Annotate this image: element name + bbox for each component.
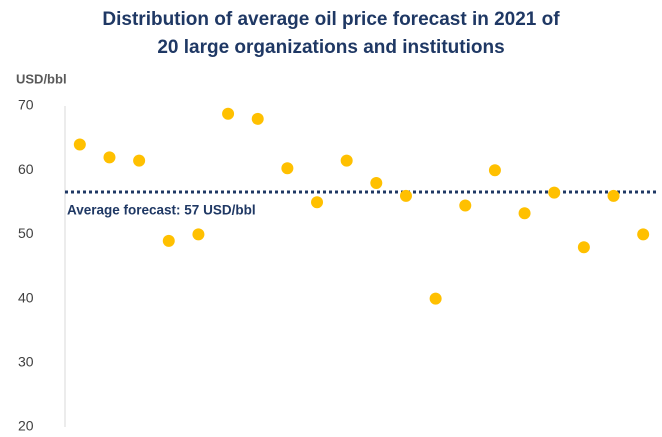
dot: [488, 164, 501, 177]
dot: [577, 241, 590, 254]
dot: [311, 196, 324, 209]
dot: [103, 151, 116, 164]
dot: [133, 154, 146, 167]
dot: [162, 234, 175, 247]
dot: [251, 112, 264, 125]
y-tick-label: 50: [18, 225, 34, 241]
dot: [548, 186, 561, 199]
dot: [607, 189, 620, 202]
dot: [518, 207, 531, 220]
chart-title: 20 large organizations and institutions: [157, 37, 504, 58]
dot: [281, 162, 294, 175]
y-tick-label: 20: [18, 418, 34, 434]
y-tick-label: 60: [18, 161, 34, 177]
chart-title: Distribution of average oil price foreca…: [102, 9, 560, 30]
dot: [73, 138, 86, 151]
dot: [340, 154, 353, 167]
average-label: Average forecast: 57 USD/bbl: [67, 203, 256, 218]
y-tick-label: 30: [18, 354, 34, 370]
dot: [192, 228, 205, 241]
y-tick-label: 70: [18, 97, 34, 113]
dot: [399, 189, 412, 202]
dot: [222, 107, 235, 120]
y-axis-label: USD/bbl: [16, 71, 67, 86]
dot: [459, 199, 472, 212]
y-tick-label: 40: [18, 289, 34, 305]
dot: [370, 177, 383, 190]
dot: [429, 292, 442, 305]
dot: [637, 228, 650, 241]
